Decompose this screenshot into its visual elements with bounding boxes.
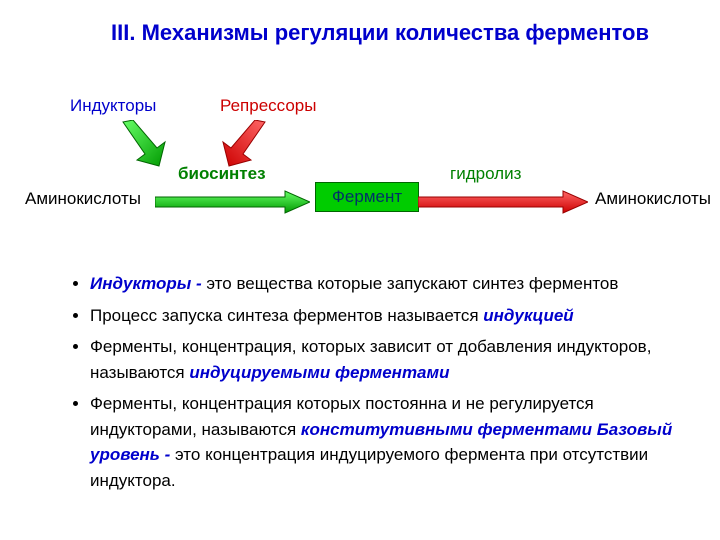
- list-item: Ферменты, концентрация, которых зависит …: [90, 334, 690, 385]
- bullet-list: Индукторы - это вещества которые запуска…: [70, 271, 690, 493]
- biosynthesis-label: биосинтез: [178, 164, 266, 184]
- amino-acids-right-label: Аминокислоты: [595, 189, 711, 209]
- page-title: III. Механизмы регуляции количества ферм…: [70, 20, 690, 46]
- enzyme-box: Фермент: [315, 182, 419, 212]
- inductor-arrow-icon: [115, 120, 175, 175]
- hydrolysis-label: гидролиз: [450, 164, 521, 184]
- amino-acids-left-label: Аминокислоты: [25, 189, 141, 209]
- biosynthesis-arrow-icon: [155, 190, 310, 214]
- term-constitutive: конститутивными ферментами: [301, 420, 592, 439]
- term-induction: индукцией: [483, 306, 573, 325]
- text: Процесс запуска синтеза ферментов называ…: [90, 306, 483, 325]
- regulation-diagram: Индукторы Репрессоры биосинтез: [30, 96, 690, 246]
- inductors-label: Индукторы: [70, 96, 156, 116]
- list-item: Ферменты, концентрация которых постоянна…: [90, 391, 690, 493]
- repressors-label: Репрессоры: [220, 96, 316, 116]
- list-item: Процесс запуска синтеза ферментов называ…: [90, 303, 690, 329]
- term-inductors: Индукторы -: [90, 274, 206, 293]
- term-inducible: индуцируемыми ферментами: [189, 363, 449, 382]
- text: это вещества которые запускают синтез фе…: [206, 274, 618, 293]
- hydrolysis-arrow-icon: [418, 190, 588, 214]
- list-item: Индукторы - это вещества которые запуска…: [90, 271, 690, 297]
